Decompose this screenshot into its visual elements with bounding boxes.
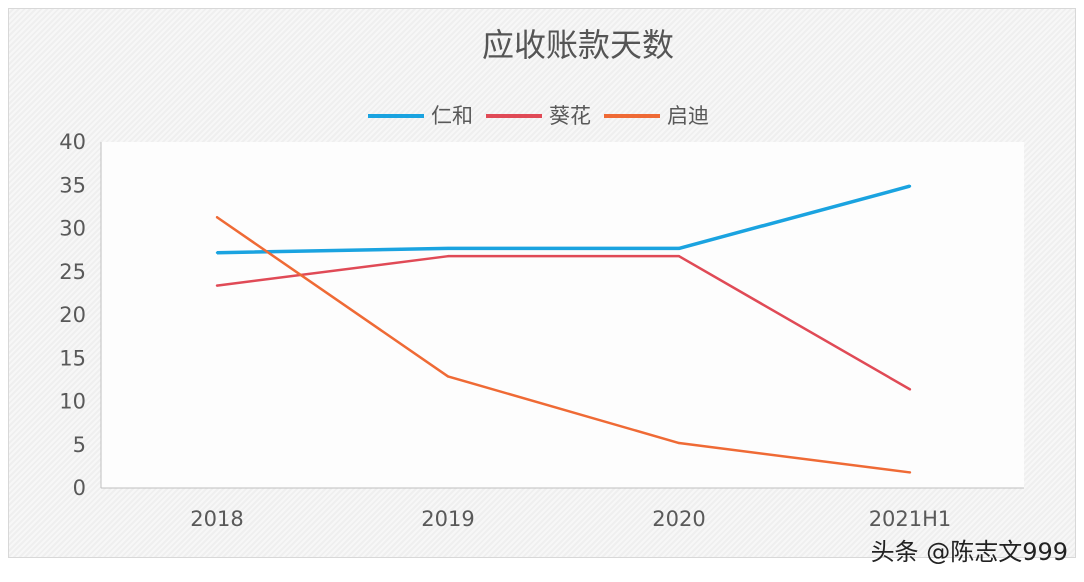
legend-label: 仁和: [431, 104, 473, 128]
chart-title: 应收账款天数: [482, 26, 674, 64]
series-line: [216, 254, 911, 391]
data-point: [908, 184, 912, 188]
y-tick-label: 20: [59, 303, 86, 327]
data-point: [446, 254, 450, 258]
series-line: [216, 216, 911, 474]
data-point: [677, 247, 681, 250]
legend-label: 葵花: [549, 104, 591, 128]
x-tick-label: 2018: [190, 507, 243, 531]
y-tick-label: 30: [59, 217, 86, 241]
data-point: [677, 441, 681, 445]
legend: 仁和 葵花 启迪: [368, 104, 709, 128]
series-line: [216, 184, 911, 255]
data-point: [215, 251, 219, 254]
data-point: [908, 388, 912, 391]
data-point: [215, 284, 219, 287]
y-tick-label: 25: [59, 260, 86, 284]
series-lines: [215, 184, 912, 474]
y-tick-label: 0: [73, 476, 86, 500]
watermark: 头条 @陈志文999: [870, 538, 1068, 566]
data-point: [677, 254, 681, 258]
plot-area: [101, 142, 1024, 488]
y-tick-label: 40: [59, 130, 86, 154]
x-tick-label: 2020: [652, 507, 705, 531]
x-tick-label: 2019: [421, 507, 474, 531]
legend-label: 启迪: [667, 104, 709, 128]
y-tick-label: 15: [59, 346, 86, 370]
data-point: [908, 471, 912, 474]
y-tick-label: 5: [73, 433, 86, 457]
x-tick-label: 2021H1: [869, 507, 952, 531]
y-tick-label: 35: [59, 173, 86, 197]
data-point: [446, 375, 450, 378]
data-point: [446, 247, 450, 250]
axes: 0 5 10 15 20 25 30 35 40 2018 2019 2020 2021H1: [59, 130, 1024, 531]
y-tick-label: 10: [59, 390, 86, 414]
data-point: [215, 216, 219, 219]
